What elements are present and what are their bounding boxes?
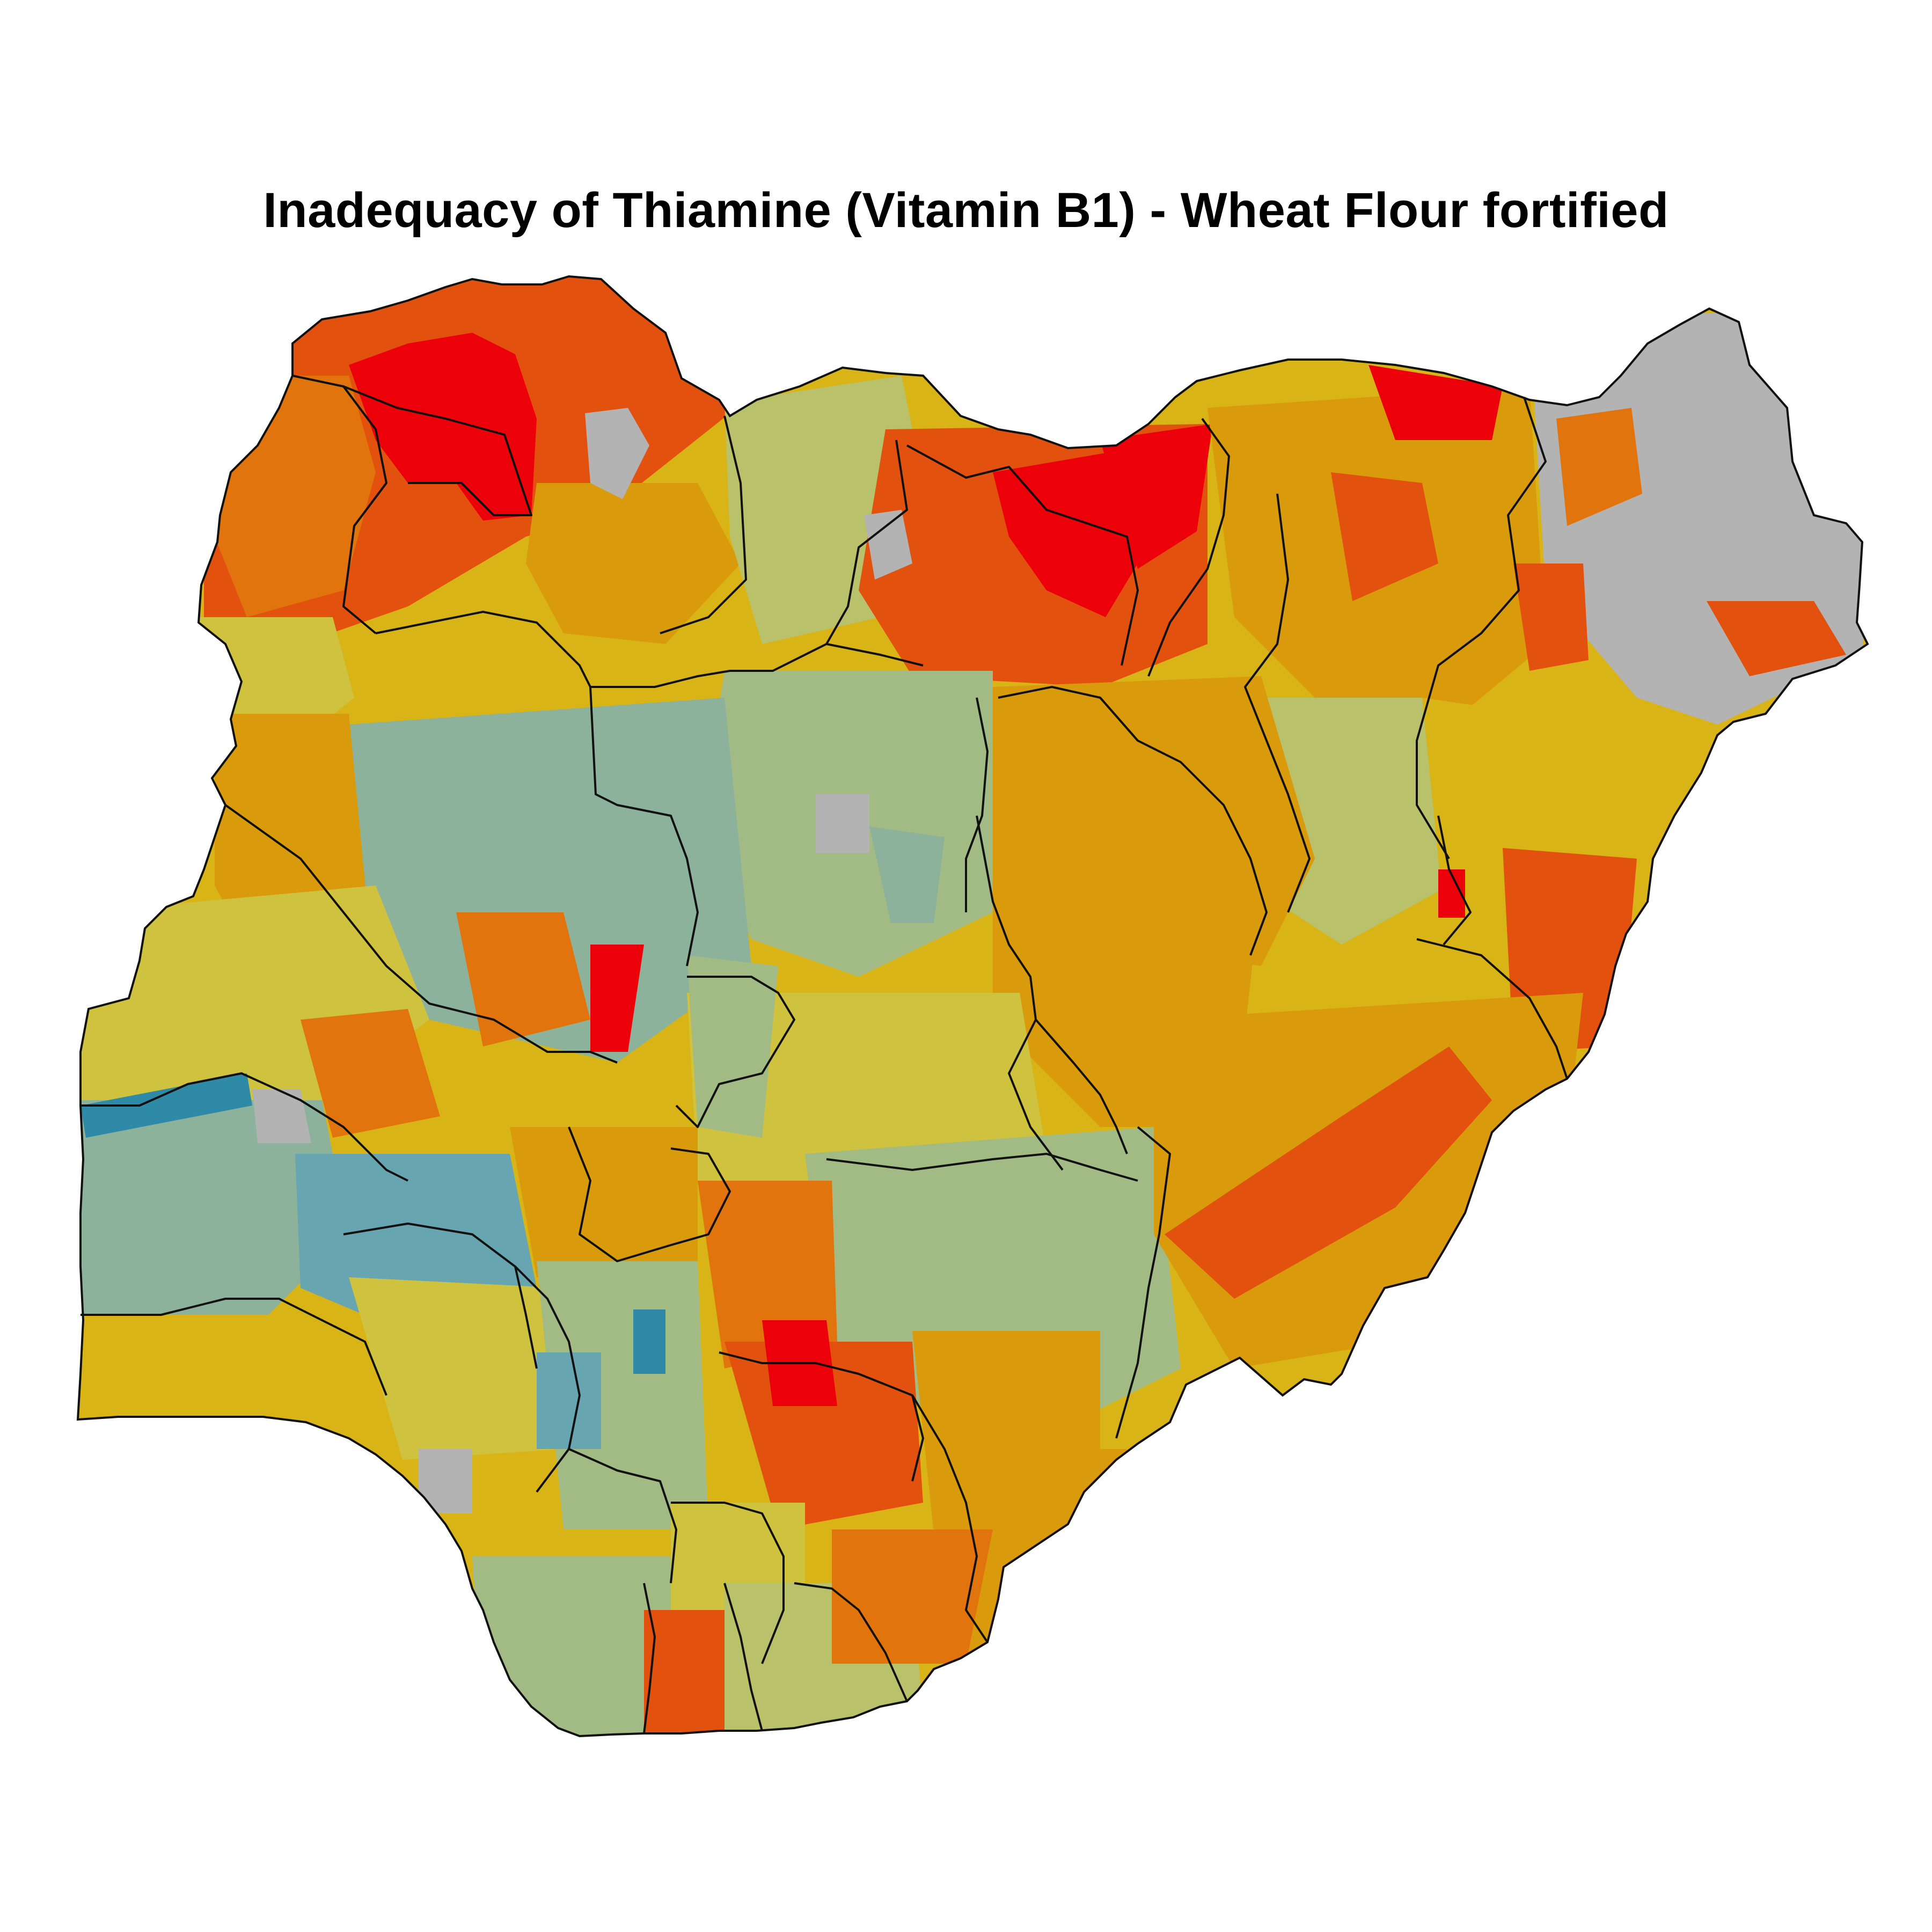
- boundary-yobe-borno: [1416, 397, 1547, 860]
- region-bayelsa: [644, 1610, 724, 1736]
- boundary-kogi: [568, 1126, 731, 1262]
- boundary-kwara-oyo: [80, 1072, 408, 1182]
- boundary-niger-kaduna: [589, 686, 699, 967]
- region-kano-missing: [864, 510, 912, 580]
- country-outline: [76, 275, 1869, 1738]
- boundary-jigawa-yobe: [1147, 418, 1230, 677]
- region-edo-blue: [633, 1309, 665, 1374]
- region-fct: [687, 955, 778, 1138]
- region-northwest-core: [349, 333, 537, 521]
- region-oyo-missing: [252, 1089, 311, 1143]
- boundary-kano-jigawa: [906, 444, 1139, 666]
- boundary-zamfara-south: [375, 611, 591, 687]
- boundary-delta-bayelsa: [643, 1583, 656, 1734]
- region-niger: [349, 698, 751, 1063]
- region-kaduna-missing: [816, 794, 869, 853]
- boundary-zamfara-katsina: [660, 415, 747, 634]
- boundary-benue-north: [826, 1153, 1138, 1182]
- region-oyo: [80, 1100, 349, 1315]
- boundary-taraba-benue: [1115, 1126, 1171, 1439]
- region-kaduna-teal: [869, 826, 945, 923]
- boundary-plateau-nasarawa: [1035, 1019, 1128, 1154]
- boundary-gombe-adamawa: [1437, 815, 1472, 946]
- boundary-fct: [675, 976, 795, 1128]
- region-kwara-orange: [301, 1009, 440, 1138]
- boundary-kaduna-north: [590, 643, 924, 688]
- boundary-plateau: [976, 815, 1064, 1171]
- region-niger-orange: [456, 912, 590, 1046]
- boundary-ondo-edo: [514, 1265, 581, 1493]
- region-zamfara-missing: [585, 408, 649, 499]
- boundary-katsina-kano: [825, 440, 908, 645]
- region-taraba-band: [1165, 1046, 1492, 1299]
- boundary-imo-rivers: [723, 1583, 763, 1731]
- boundary-adamawa-taraba: [1416, 938, 1568, 1079]
- boundary-cross-river: [911, 1394, 989, 1643]
- boundary-niger-kwara: [224, 804, 618, 1064]
- state-boundaries: [80, 375, 1568, 1734]
- region-sokoto-mid: [526, 483, 741, 644]
- region-niger-red: [590, 945, 644, 1052]
- boundary-yobe-gombe: [1244, 493, 1311, 913]
- region-ekiti: [510, 1127, 698, 1288]
- region-borno-mid: [1556, 408, 1642, 526]
- boundary-kaduna-bauchi: [965, 697, 989, 912]
- region-borno-west: [1513, 564, 1589, 671]
- region-delta: [472, 1556, 671, 1736]
- boundary-rivers-akwa: [794, 1582, 908, 1702]
- region-ogun: [80, 1315, 349, 1422]
- region-yobe-north: [1368, 365, 1503, 440]
- boundary-osun-ondo: [343, 1223, 538, 1369]
- boundary-anambra-imo: [671, 1502, 785, 1664]
- map-title: Inadequacy of Thiamine (Vitamin B1) - Wh…: [263, 183, 1669, 238]
- region-ondo: [349, 1277, 564, 1460]
- boundary-enugu: [719, 1351, 924, 1482]
- region-taraba-red: [1438, 869, 1465, 918]
- region-jigawa: [1100, 424, 1213, 569]
- boundary-oyo-ogun: [80, 1298, 387, 1396]
- region-lagos-coast: [419, 1449, 472, 1513]
- region-edo-teal: [537, 1352, 601, 1449]
- region-oyo-teal: [80, 1073, 252, 1138]
- boundary-sokoto-zamfara: [343, 385, 532, 516]
- boundary-bauchi-plateau: [998, 686, 1268, 956]
- region-kebbi-south: [199, 617, 354, 741]
- region-yobe-east: [1331, 472, 1438, 601]
- boundary-edo-delta: [568, 1448, 677, 1584]
- region-borno-south: [1707, 601, 1846, 676]
